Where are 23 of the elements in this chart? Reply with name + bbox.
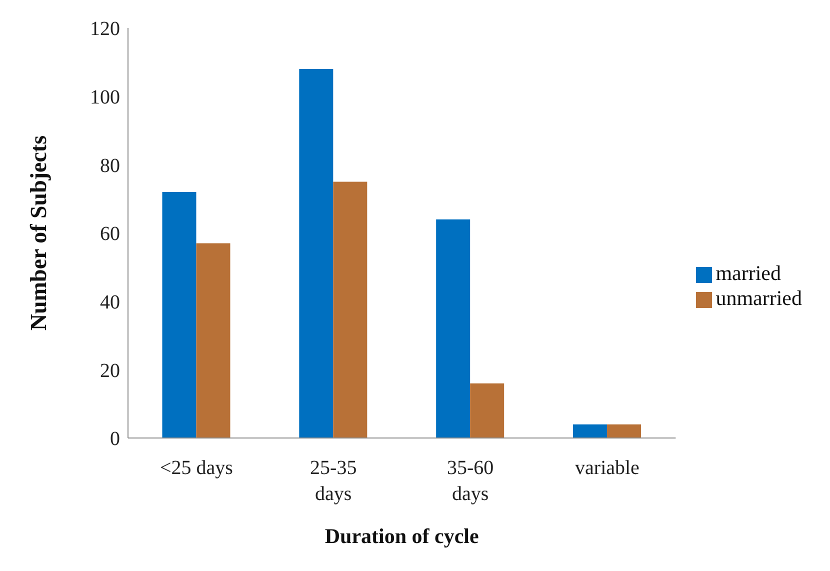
x-tick-label: <25 days [160,457,234,479]
bar [470,383,504,438]
legend-label: unmarried [716,286,802,310]
bar [436,219,470,438]
bar [607,424,642,438]
bar [196,243,230,438]
bar [162,192,196,438]
y-tick-label: 20 [100,360,120,382]
y-tick-label: 80 [100,154,120,177]
y-tick-label: 120 [90,18,120,40]
x-tick-label: 35-60 days [446,457,494,505]
y-tick-label: 100 [90,86,120,108]
bar [299,69,334,438]
y-tick-label: 40 [100,291,120,314]
y-tick-label: 0 [110,428,120,450]
x-tick-label: 25-35 days [310,457,357,505]
bar [573,424,608,438]
legend-label: married [716,260,781,284]
y-axis-title: Number of Subjects [26,135,52,331]
y-tick-label: 60 [100,223,120,246]
bar [333,182,368,438]
x-axis-title: Duration of cycle [324,524,479,548]
x-tick-label: variable [575,457,640,479]
